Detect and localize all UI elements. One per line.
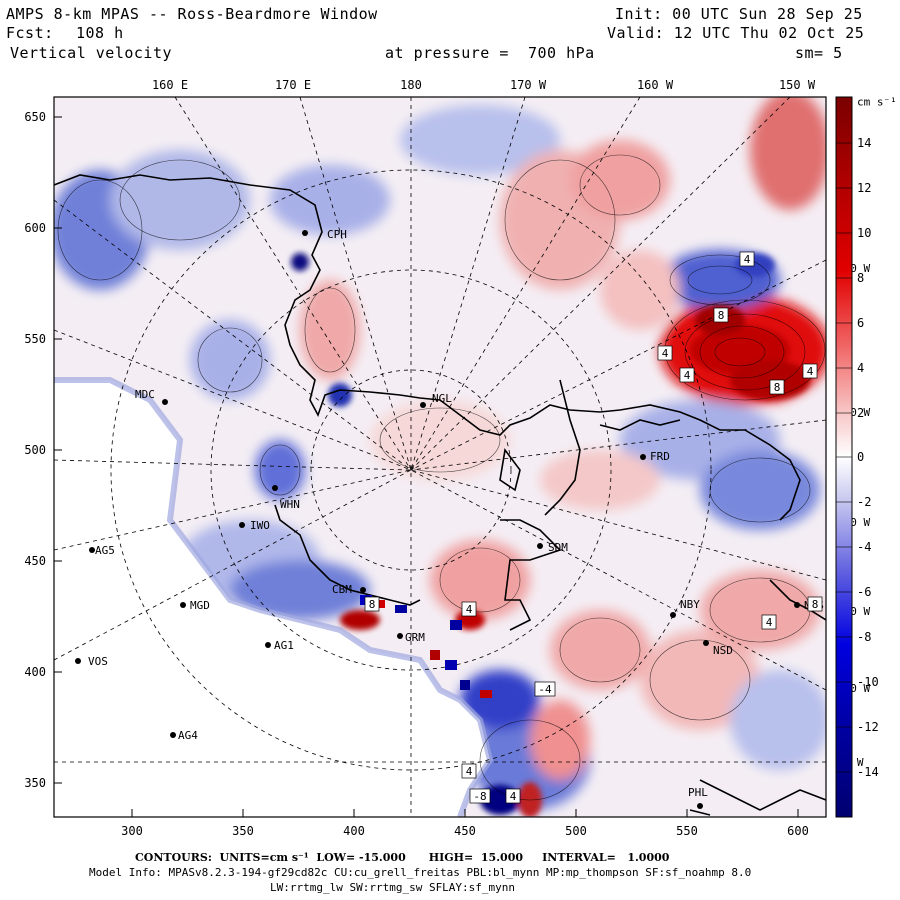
contour-label: 8 [774, 381, 781, 394]
station-whn: WHN [280, 498, 300, 511]
contour-label: 4 [510, 790, 517, 803]
init-time: Init: 00 UTC Sun 28 Sep 25 [615, 5, 863, 23]
plot-frame [53, 96, 827, 818]
lon-label-150w: 150 W [778, 78, 816, 92]
lon-label-170e: 170 E [274, 78, 312, 92]
station-mdc: MDC [135, 388, 155, 401]
colorbar-label: 6 [857, 316, 865, 330]
contour-label: 4 [684, 369, 691, 382]
colorbar-label: 4 [857, 361, 865, 375]
graticule [54, 97, 826, 817]
contour-value-labels: 4 8 4 8 4 4 8 4 -4 4 4 -8 4 8 [364, 251, 823, 804]
contour-label: -8 [473, 790, 486, 803]
model-info-physics: LW:rrtmg_lw SW:rrtmg_sw SFLAY:sf_mynn [270, 881, 516, 894]
y-tick-label: 500 [24, 443, 46, 457]
x-tick-label: 350 [232, 824, 254, 838]
smoothing-value: sm= 5 [795, 44, 843, 62]
lon-label-160w: 160 W [636, 78, 674, 92]
contour-label: 4 [466, 603, 473, 616]
station-sdm: SDM [548, 541, 568, 554]
contour-info: CONTOURS: UNITS=cm s⁻¹ LOW= -15.000 HIGH… [135, 851, 670, 864]
colorbar-label: -2 [857, 495, 872, 509]
y-tick-label: 350 [24, 776, 46, 790]
colorbar-label: 2 [857, 406, 865, 420]
station-mgd: MGD [190, 599, 210, 612]
plot-area [54, 97, 826, 817]
station-frd: FRD [650, 450, 670, 463]
y-tick-label: 550 [24, 332, 46, 346]
station-ag1: AG1 [274, 639, 294, 652]
colorbar-label: -6 [857, 585, 872, 599]
x-tick-label: 300 [121, 824, 143, 838]
x-tick-label: 600 [787, 824, 809, 838]
colorbar-label: -12 [857, 720, 879, 734]
station-nby: NBY [680, 598, 700, 611]
model-title: AMPS 8-km MPAS -- Ross-Beardmore Window [6, 5, 378, 23]
station-grm: GRM [405, 631, 425, 644]
forecast-hours: 108 h [76, 24, 124, 42]
station-ag4: AG4 [178, 729, 198, 742]
station-cph: CPH [327, 228, 347, 241]
lon-label-160e: 160 E [151, 78, 189, 92]
y-tick-label: 650 [24, 110, 46, 124]
colorbar-label: 14 [857, 136, 872, 150]
station-ag5: AG5 [95, 544, 115, 557]
contour-label: 8 [369, 598, 376, 611]
colorbar-label: -8 [857, 630, 872, 644]
colorbar-label: 8 [857, 271, 865, 285]
valid-time: Valid: 12 UTC Thu 02 Oct 25 [607, 24, 865, 42]
contour-label: 4 [466, 765, 473, 778]
contour-label: 4 [807, 365, 814, 378]
contour-label: 8 [718, 309, 725, 322]
colorbar-label: -4 [857, 540, 872, 554]
colorbar-label: 12 [857, 181, 872, 195]
station-ngl: NGL [432, 392, 452, 405]
x-tick-label: 450 [454, 824, 476, 838]
lon-label-170w: 170 W [509, 78, 547, 92]
colorbar-label: 10 [857, 226, 872, 240]
station-cbm: CBM [332, 583, 352, 596]
forecast-label: Fcst: [6, 24, 54, 42]
station-iwo: IWO [250, 519, 270, 532]
x-tick-label: 550 [676, 824, 698, 838]
contour-label: 4 [766, 616, 773, 629]
y-tick-label: 600 [24, 221, 46, 235]
x-tick-label: 500 [565, 824, 587, 838]
colorbar-ticks [836, 142, 852, 773]
contour-label: 4 [744, 253, 751, 266]
contour-label: -4 [538, 683, 552, 696]
y-tick-label: 400 [24, 665, 46, 679]
lon-label-180: 180 [400, 78, 422, 92]
contour-label: 8 [812, 598, 819, 611]
station-phl: PHL [688, 786, 708, 799]
tick-marks [54, 116, 799, 817]
colorbar-units: cm s⁻¹ [857, 95, 897, 109]
colorbar-label: -14 [857, 765, 879, 779]
field-name: Vertical velocity [10, 44, 173, 62]
colorbar-label: 0 [857, 450, 865, 464]
x-tick-label: 400 [343, 824, 365, 838]
station-nsd: NSD [713, 644, 733, 657]
pressure-level: at pressure = 700 hPa [385, 44, 595, 62]
colorbar-label: -10 [857, 675, 879, 689]
station-vos: VOS [88, 655, 108, 668]
contour-label: 4 [662, 347, 669, 360]
y-tick-label: 450 [24, 554, 46, 568]
model-info: Model Info: MPASv8.2.3-194-gf29cd82c CU:… [89, 866, 752, 879]
